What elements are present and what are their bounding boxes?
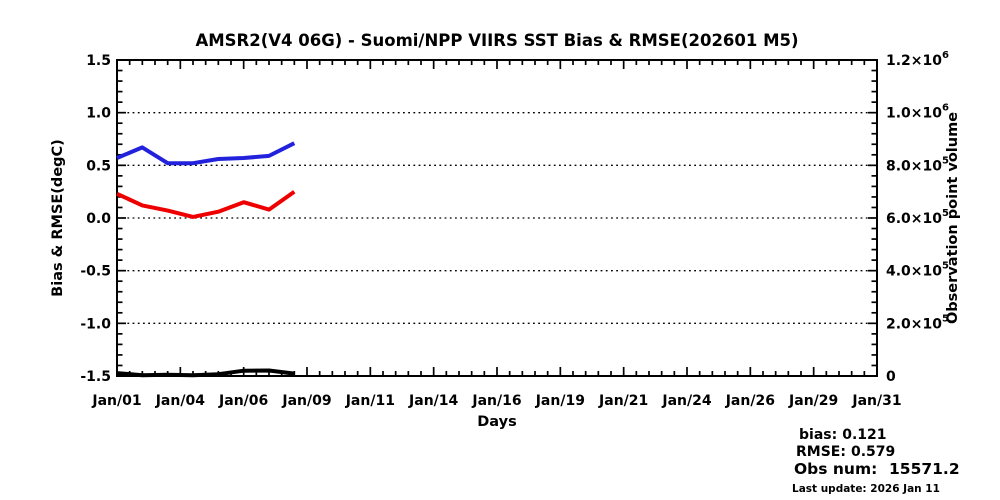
left-tick-labels: 1.5 1.0 0.5 0.0 -0.5 -1.0 -1.5 <box>80 53 111 385</box>
x-tick-label: Jan/19 <box>535 393 585 409</box>
left-tick-label: -1.5 <box>80 369 111 385</box>
right-tick-label: 0 <box>886 369 896 385</box>
right-tick-label: 6.0×105 <box>886 208 949 227</box>
bias-line <box>116 190 296 219</box>
x-tick-label: Jan/09 <box>281 393 331 409</box>
x-tick-label: Jan/04 <box>155 393 205 409</box>
y-axis-left-label: Bias & RMSE(degC) <box>50 139 66 297</box>
left-tick-label: -0.5 <box>80 264 111 280</box>
bias-summary-text: bias: 0.121 <box>799 427 887 443</box>
obs-num-value: 15571.2 <box>889 460 960 478</box>
gridlines <box>117 112 877 324</box>
x-axis-label: Days <box>477 414 516 430</box>
x-tick-label: Jan/21 <box>598 393 648 409</box>
x-tick-label: Jan/24 <box>661 393 711 409</box>
x-tick-label: Jan/29 <box>788 393 838 409</box>
left-tick-label: 1.5 <box>86 53 111 69</box>
x-tick-label: Jan/26 <box>725 393 775 409</box>
RMSE-line <box>116 141 296 166</box>
left-tick-label: -1.0 <box>80 316 111 332</box>
obs-num-summary-text: Obs num: 15571.2 <box>794 460 960 478</box>
right-tick-label: 1.2×106 <box>886 50 949 69</box>
bias-summary-value: 0.121 <box>842 427 886 443</box>
x-tick-label: Jan/01 <box>91 393 141 409</box>
obs-num-label: Obs num: <box>794 460 877 478</box>
right-tick-labels: 1.2×106 1.0×106 8.0×105 6.0×105 4.0×105 2.0×1… <box>886 50 949 385</box>
left-tick-label: 0.0 <box>86 211 111 227</box>
right-tick-label: 8.0×105 <box>886 155 949 174</box>
observation-point-volume-line <box>116 368 295 378</box>
left-tick-label: 1.0 <box>86 106 111 122</box>
x-tick-labels: Jan/01 Jan/04 Jan/06 Jan/09 Jan/11 Jan/14 Jan/… <box>91 393 901 409</box>
y-axis-right-label: Observation point volume <box>945 112 961 324</box>
rmse-summary-label: RMSE: <box>796 444 846 460</box>
rmse-summary-text: RMSE: 0.579 <box>796 444 895 460</box>
x-tick-label: Jan/31 <box>851 393 901 409</box>
plot-frame <box>116 59 878 377</box>
right-tick-label: 4.0×105 <box>886 261 949 280</box>
x-tick-label: Jan/14 <box>408 393 458 409</box>
x-tick-label: Jan/16 <box>471 393 521 409</box>
right-tick-label: 1.0×106 <box>886 103 949 122</box>
last-update-text: Last update: 2026 Jan 11 <box>792 483 940 495</box>
x-tick-label: Jan/11 <box>345 393 395 409</box>
right-tick-label: 2.0×105 <box>886 313 949 332</box>
data-lines <box>116 141 296 378</box>
rmse-summary-value: 0.579 <box>851 444 895 460</box>
chart-title: AMSR2(V4 06G) - Suomi/NPP VIIRS SST Bias… <box>195 31 798 50</box>
bias-summary-label: bias: <box>799 427 837 443</box>
x-tick-label: Jan/06 <box>218 393 268 409</box>
left-tick-label: 0.5 <box>86 158 111 174</box>
